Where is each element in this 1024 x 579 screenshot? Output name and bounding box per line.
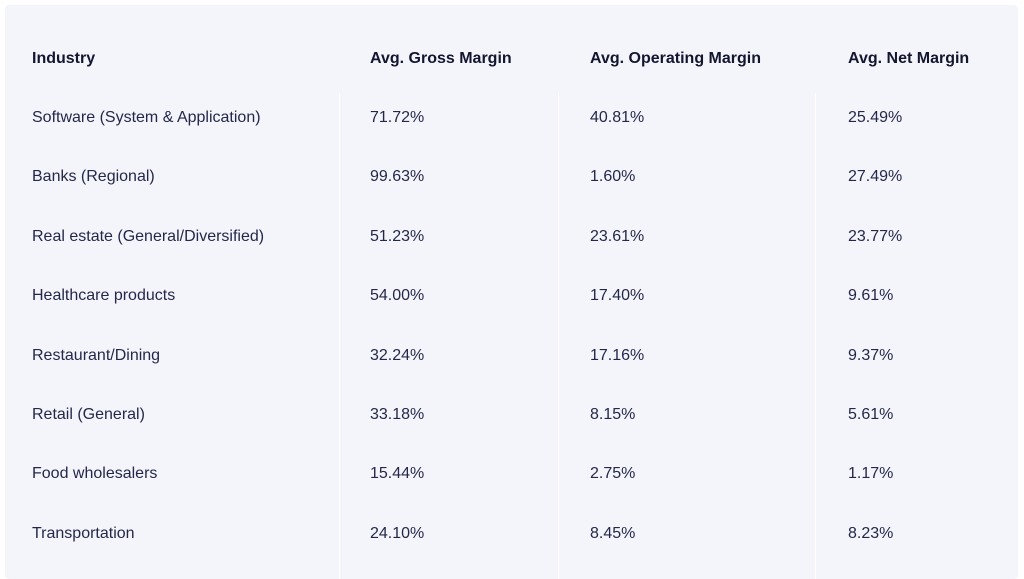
margin-value-cell: 8.15% bbox=[590, 406, 636, 423]
margins-table: Industry Avg. Gross Margin Avg. Operating … bbox=[5, 5, 1018, 579]
industry-cell: Healthcare products bbox=[32, 287, 176, 304]
column-header: Industry bbox=[32, 50, 96, 67]
industry-cell: Transportation bbox=[32, 525, 135, 542]
industry-cell: Food wholesalers bbox=[32, 465, 158, 482]
column-separator bbox=[815, 93, 816, 579]
column-header: Avg. Operating Margin bbox=[590, 50, 761, 67]
industry-cell: Banks (Regional) bbox=[32, 168, 155, 185]
column-separator bbox=[339, 93, 340, 579]
column-header: Avg. Net Margin bbox=[848, 50, 970, 67]
margin-value-cell: 2.75% bbox=[590, 465, 636, 482]
margin-value-cell: 25.49% bbox=[848, 109, 903, 126]
margin-value-cell: 40.81% bbox=[590, 109, 645, 126]
industry-cell: Retail (General) bbox=[32, 406, 145, 423]
margin-value-cell: 32.24% bbox=[370, 347, 425, 364]
margin-value-cell: 9.37% bbox=[848, 347, 894, 364]
column-separator bbox=[558, 93, 559, 579]
industry-cell: Software (System & Application) bbox=[32, 109, 261, 126]
margin-value-cell: 23.61% bbox=[590, 228, 645, 245]
margin-value-cell: 8.23% bbox=[848, 525, 894, 542]
margin-value-cell: 99.63% bbox=[370, 168, 425, 185]
margin-value-cell: 23.77% bbox=[848, 228, 903, 245]
margin-value-cell: 5.61% bbox=[848, 406, 894, 423]
margin-value-cell: 51.23% bbox=[370, 228, 425, 245]
margin-value-cell: 1.17% bbox=[848, 465, 894, 482]
margin-value-cell: 24.10% bbox=[370, 525, 425, 542]
margin-value-cell: 17.40% bbox=[590, 287, 645, 304]
margin-value-cell: 8.45% bbox=[590, 525, 636, 542]
margin-value-cell: 15.44% bbox=[370, 465, 425, 482]
margin-value-cell: 71.72% bbox=[370, 109, 425, 126]
margin-value-cell: 9.61% bbox=[848, 287, 894, 304]
margin-value-cell: 27.49% bbox=[848, 168, 903, 185]
margin-value-cell: 54.00% bbox=[370, 287, 425, 304]
column-header: Avg. Gross Margin bbox=[370, 50, 512, 67]
margin-value-cell: 17.16% bbox=[590, 347, 645, 364]
industry-cell: Real estate (General/Diversified) bbox=[32, 228, 265, 245]
margin-value-cell: 1.60% bbox=[590, 168, 636, 185]
industry-cell: Restaurant/Dining bbox=[32, 347, 161, 364]
margin-value-cell: 33.18% bbox=[370, 406, 425, 423]
